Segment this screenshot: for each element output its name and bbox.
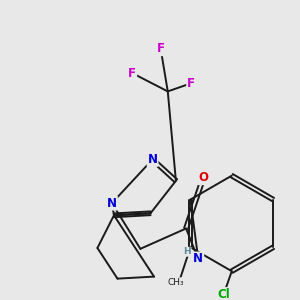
Text: CH₃: CH₃ xyxy=(168,278,184,287)
Text: Cl: Cl xyxy=(217,288,230,300)
Text: N: N xyxy=(193,253,203,266)
Text: N: N xyxy=(148,153,158,166)
Text: F: F xyxy=(157,42,165,55)
Text: F: F xyxy=(128,67,136,80)
Text: O: O xyxy=(198,171,208,184)
Text: H: H xyxy=(183,247,191,256)
Text: N: N xyxy=(107,196,117,210)
Text: F: F xyxy=(187,77,195,90)
